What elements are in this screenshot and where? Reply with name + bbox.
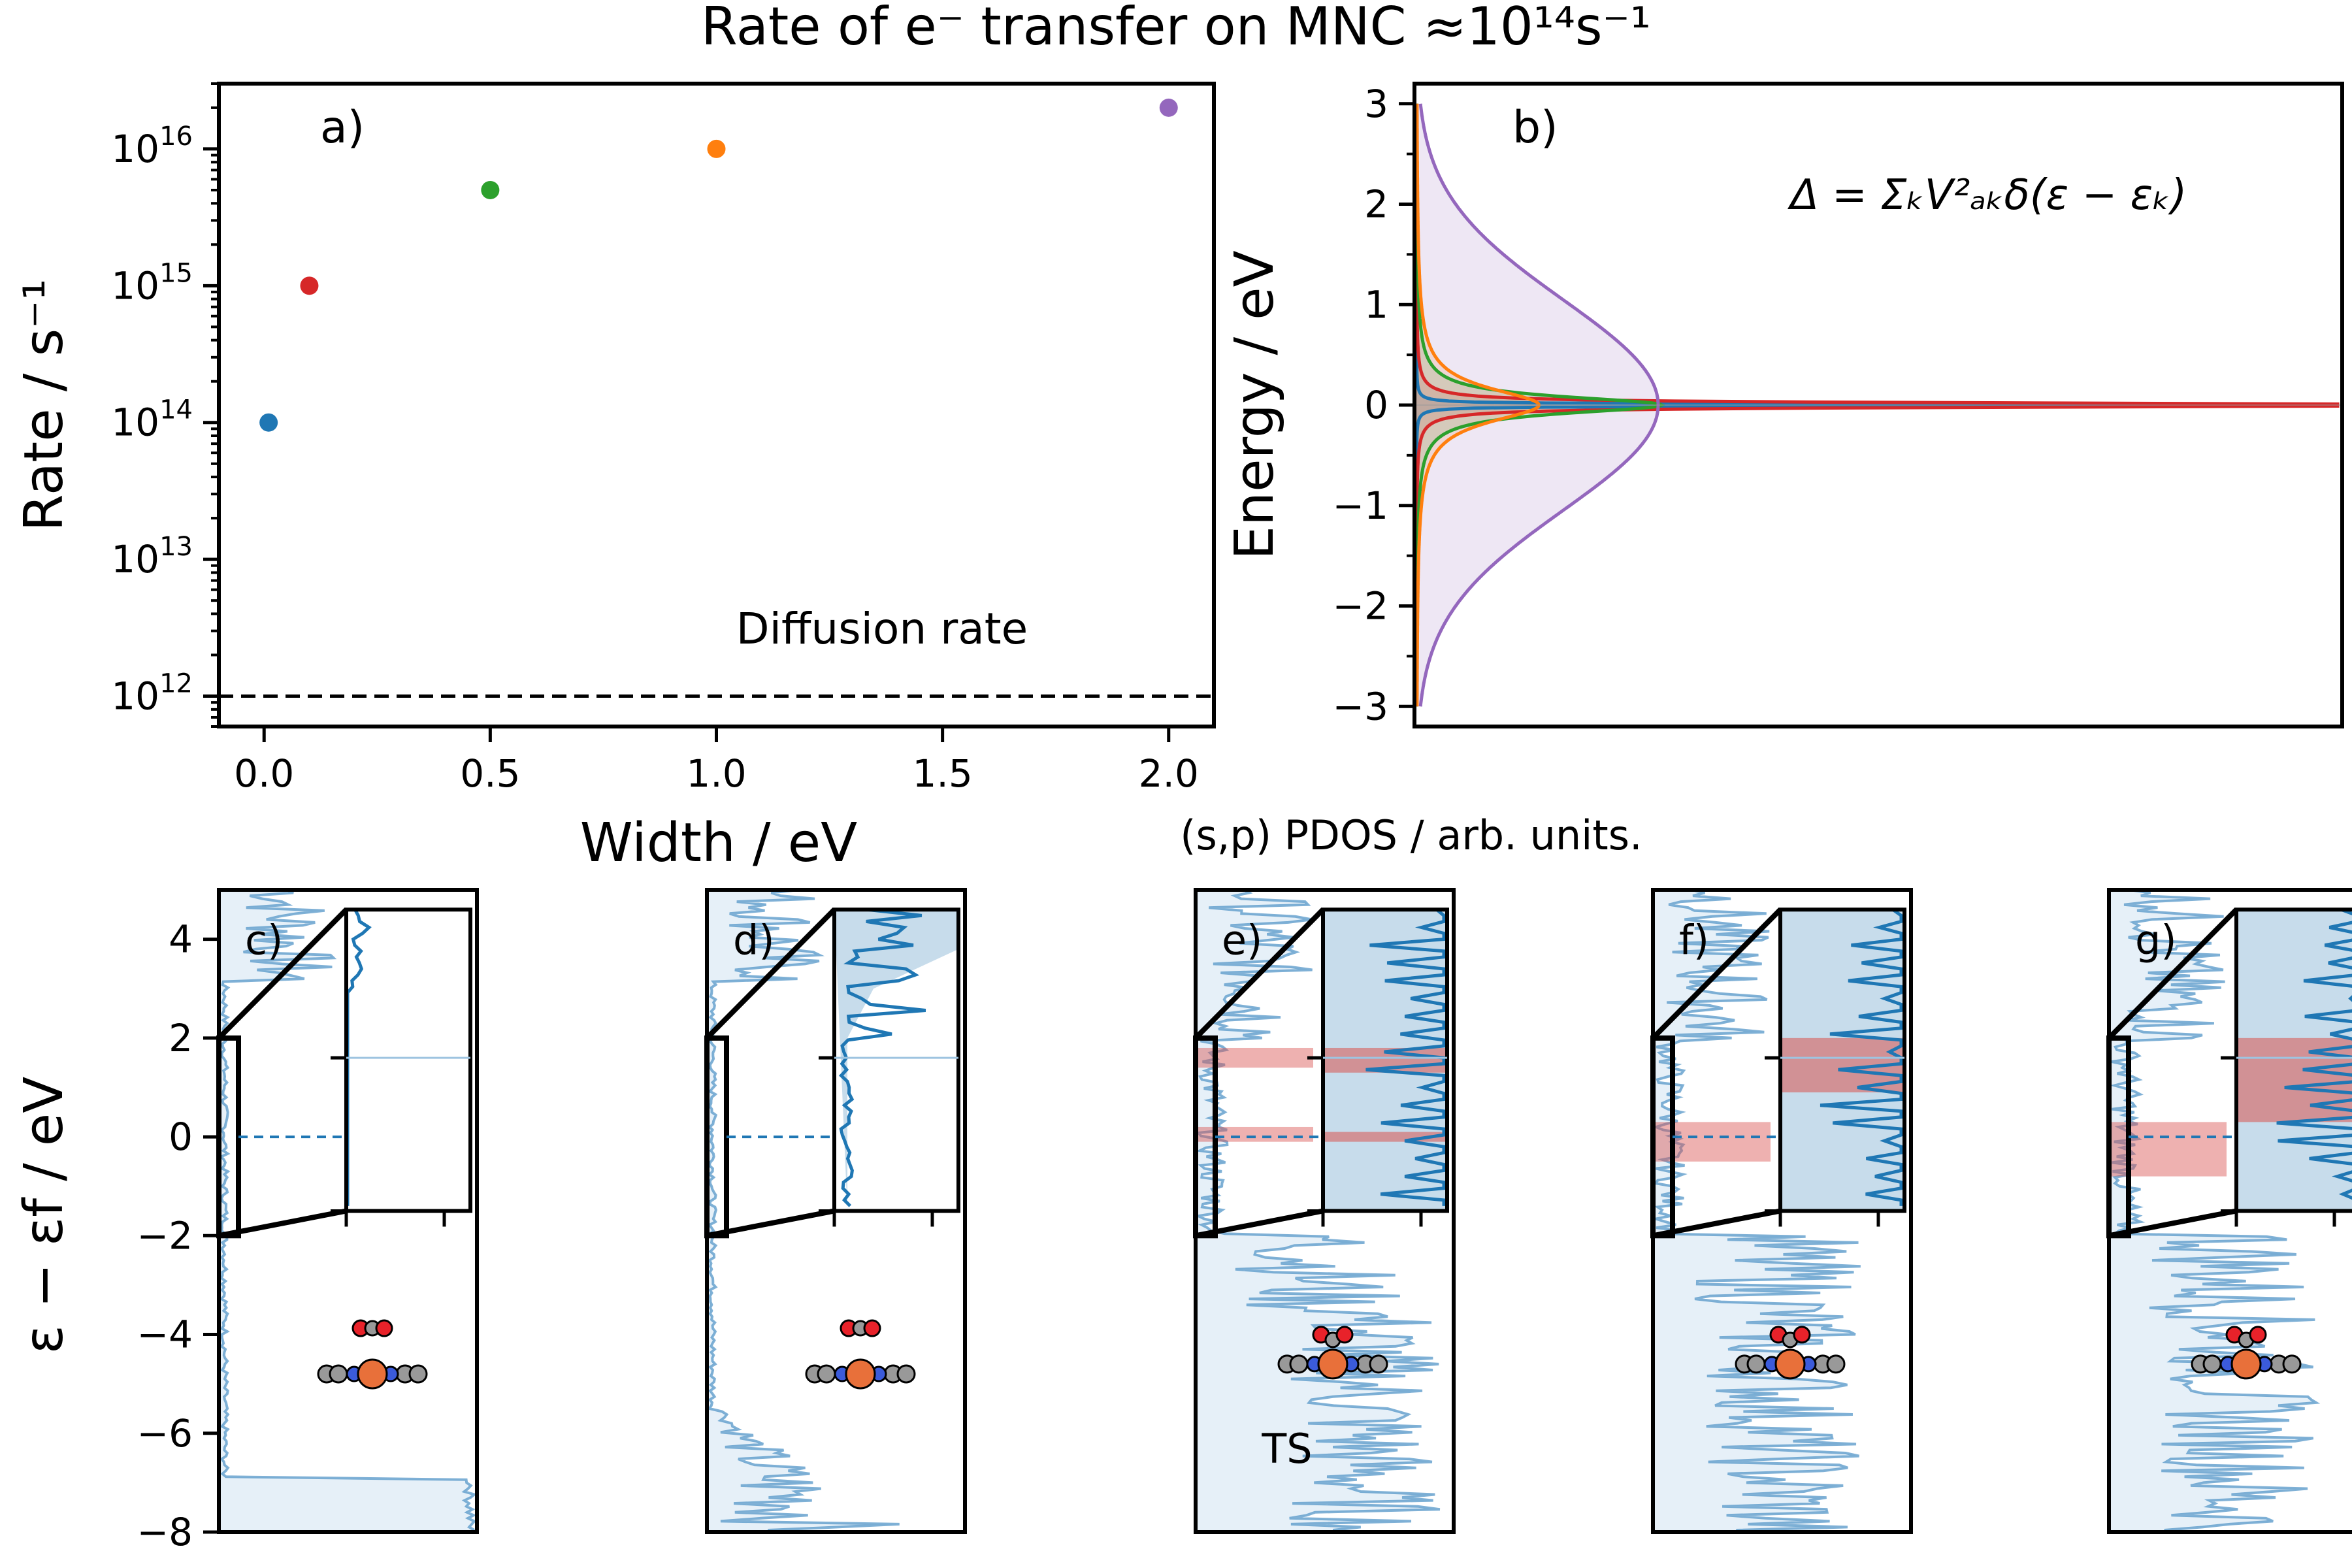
y-tick-label: 2 [1364,182,1388,227]
molecule-icon [317,1319,428,1390]
y-tick-label: 3 [1364,82,1388,126]
y-tick-label: 1013 [111,532,193,581]
diffusion-rate-label: Diffusion rate [736,604,1028,654]
x-axis-label: Width / eV [580,812,858,874]
panel-label: g) [2135,916,2177,964]
x-tick-label: 0.5 [460,751,520,796]
zoom-connector [2107,907,2238,1040]
pdos-fill [219,890,474,1532]
y-axis-label: Rate / s⁻¹ [13,279,75,532]
pdos-line [1194,889,1441,1531]
pdos-fill [1196,890,1440,1532]
pdos-line [220,889,478,1531]
plot-frame [217,82,1216,728]
inset-frame [1778,907,1906,1213]
inset-frame [1321,907,1449,1213]
pdos-panel: d) [704,888,967,1534]
y-tick-label: 2 [169,1016,193,1060]
pdos-fill [1653,890,1861,1532]
molecule-icon [1277,1326,1388,1380]
zoom-connector [218,1208,347,1239]
inset-frame [2234,907,2352,1213]
annotation-delta: Δ = ΣₖV²ₐₖδ(ε − εₖ) [1787,171,2187,220]
x-tick-label: 1.0 [686,751,746,796]
panel-label: f) [1679,916,1709,964]
molecule-icon [805,1319,916,1390]
zoom-connector [1194,907,1325,1040]
inset-frame [344,907,472,1213]
pdos-fill [2109,890,2316,1532]
inset-bg [346,909,470,1211]
y-tick-label: 0 [169,1115,193,1159]
data-point [1159,98,1178,117]
transition-state-label: TS [1261,1425,1312,1473]
y-tick-label: 4 [169,917,193,962]
molecule-icon [1735,1326,1846,1380]
y-tick-label: −1 [1333,483,1389,528]
data-point [259,413,278,432]
zoom-connector [705,907,836,1040]
y-tick-label: 1012 [111,669,193,719]
y-tick-label: 1015 [111,258,193,308]
pdos-panel: e) TS [1193,888,1456,1534]
data-point [707,139,726,158]
y-tick-label: 1 [1364,282,1388,327]
pdos-fill [707,890,900,1532]
pdos-line [1652,889,1861,1531]
zoom-connector [2108,1208,2237,1239]
y-tick-label: −6 [137,1411,193,1456]
plot-frame [1413,82,2344,728]
x-axis-label: (s,p) PDOS / arb. units. [1180,811,1642,859]
pdos-panel: c) [216,888,479,1534]
zoom-connector [1651,907,1782,1040]
x-tick-label: 1.5 [913,751,973,796]
zoom-connector [706,1208,835,1239]
panel-label-b: b) [1512,102,1558,154]
y-axis-label: Energy / eV [1224,250,1286,559]
panel-label: d) [733,916,775,964]
data-point [300,276,319,295]
y-tick-label: 0 [1364,383,1388,427]
y-tick-label: −2 [1333,584,1389,629]
y-tick-label: −8 [137,1510,193,1554]
pdos-panel: g) [2106,888,2352,1534]
panel-label: c) [245,916,283,964]
zoom-connector [217,907,348,1040]
inset-pdos-line [2276,907,2352,1200]
x-tick-label: 2.0 [1139,751,1199,796]
panel-a-rate-vs-width: 1012 1013 1014 1015 1016 0.0 0.5 1.0 1.5 2.0 Diffu… [13,82,1216,874]
zoom-connector [1195,1208,1324,1239]
molecule-icon [2191,1326,2302,1380]
zoom-connector [1652,1208,1781,1239]
y-tick-label: −2 [137,1213,193,1258]
data-point [481,180,500,199]
panel-label-a: a) [320,102,365,154]
y-tick-label: −4 [137,1313,193,1357]
pdos-line [707,889,900,1531]
panel-b-energy-pdos: −3 −2 −1 0 1 2 3 b) Δ = ΣₖV²ₐₖδ(ε − εₖ) (s,p) PDO… [1180,82,2344,859]
y-tick-label: 1016 [111,122,193,171]
panel-label: e) [1222,916,1262,964]
y-axis-label: ε − εf / eV [13,1077,75,1354]
inset-frame [832,907,960,1213]
y-tick-label: 1014 [111,395,193,445]
figure-title: Rate of e⁻ transfer on MNC ≈10¹⁴s⁻¹ [701,0,1651,57]
y-tick-label: −3 [1333,684,1389,728]
x-tick-label: 0.0 [234,751,294,796]
pdos-panel: f) [1650,888,1913,1534]
pdos-panels-c-to-g: 4 2 0 −2 −4 −6 −8 ε − εf / eV c) d) e) TS f) g) [13,888,2352,1554]
